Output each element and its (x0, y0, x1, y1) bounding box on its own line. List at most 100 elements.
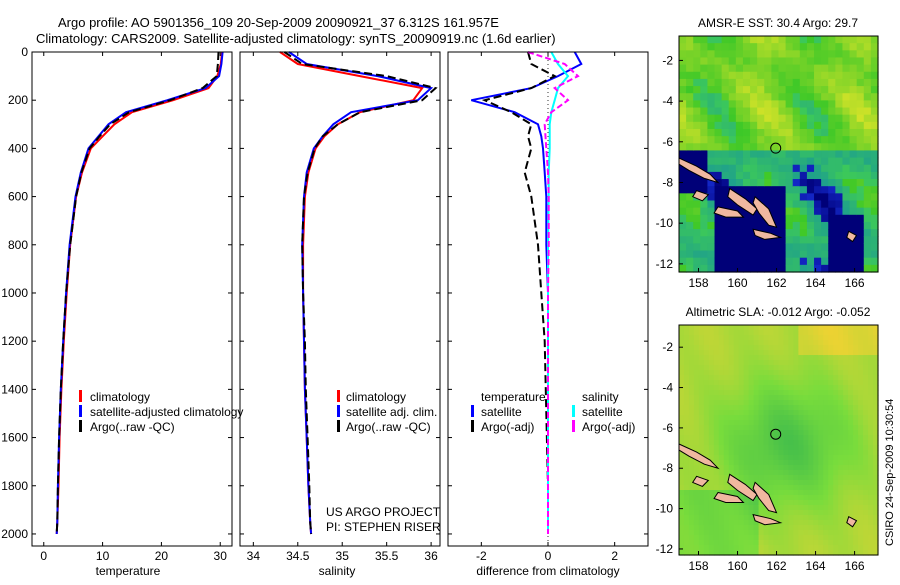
map-cell (813, 535, 819, 541)
map-cell (683, 375, 690, 381)
map-cell (806, 143, 815, 152)
map-cell (738, 495, 745, 501)
map-cell (793, 525, 799, 531)
map-cell (792, 171, 801, 180)
map-cell (693, 405, 700, 411)
map-cell (771, 50, 780, 59)
map-cell (783, 445, 790, 451)
map-cell (870, 50, 879, 59)
map-cell (873, 425, 879, 431)
map-cell (714, 243, 723, 252)
map-cell (785, 150, 794, 159)
map-cell (792, 121, 801, 130)
map-cell (688, 415, 695, 421)
map-cell (714, 264, 723, 273)
map-cell (723, 395, 730, 401)
map-cell (698, 450, 705, 456)
series-line-temperature-satellite (471, 51, 583, 534)
map-cell (873, 535, 879, 541)
map-cell (700, 57, 709, 66)
map-cell (686, 64, 694, 73)
map-cell (843, 440, 849, 446)
map-cell (848, 340, 854, 346)
map-cell (843, 390, 849, 396)
map-cell (723, 470, 730, 476)
map-cell (783, 515, 790, 521)
map-cell (853, 500, 859, 506)
map-cell (713, 540, 720, 546)
map-cell (814, 71, 822, 80)
map-cell (735, 207, 744, 216)
map-cell (700, 214, 709, 223)
map-cell (773, 365, 780, 371)
map-cell (688, 470, 695, 476)
map-cell (835, 243, 844, 252)
map-cell (679, 335, 685, 341)
map-cell (868, 440, 874, 446)
map-cell (835, 200, 844, 209)
map-cell (838, 505, 844, 511)
map-cell (679, 405, 685, 411)
map-cell (858, 360, 864, 366)
map-cell (757, 164, 765, 173)
map-cell (693, 335, 700, 341)
map-cell (835, 257, 844, 266)
legend-label-sal-satellite: satellite (582, 405, 623, 419)
map-cell (679, 500, 685, 506)
map-cell (773, 335, 780, 341)
map-cell (842, 121, 851, 130)
map-cell (763, 470, 770, 476)
map-cell (873, 475, 879, 481)
map-cell (748, 485, 755, 491)
map-cell (768, 435, 775, 441)
map-cell (848, 345, 854, 351)
map-cell (723, 530, 730, 536)
map-cell (849, 200, 858, 209)
map-cell (708, 435, 715, 441)
map-cell (873, 485, 879, 491)
map-cell (723, 525, 730, 531)
map-cell (679, 57, 687, 66)
map-cell (728, 395, 735, 401)
map-cell (686, 200, 694, 209)
map-cell (828, 390, 834, 396)
map-cell (848, 480, 854, 486)
map-cell (783, 495, 790, 501)
series-line-satellite-adj-clim- (288, 51, 434, 535)
map-cell (793, 410, 799, 416)
map-cell (792, 229, 801, 237)
map-cell (843, 395, 849, 401)
map-cell (799, 157, 808, 166)
map-cell (858, 340, 864, 346)
map-cell (698, 445, 705, 451)
map-cell (679, 330, 685, 336)
map-cell (686, 114, 694, 123)
map-cell (708, 545, 715, 551)
map-cell (721, 57, 730, 66)
map-cell (863, 57, 872, 66)
map-cell (778, 440, 785, 446)
map-cell (785, 171, 794, 180)
map-cell (728, 171, 737, 180)
map-cell (750, 257, 758, 266)
map-cell (853, 365, 859, 371)
map-cell (763, 535, 770, 541)
map-cell (792, 186, 801, 194)
map-cell (700, 264, 709, 273)
map-cell (713, 400, 720, 406)
map-cell (707, 100, 716, 109)
map-cell (799, 121, 808, 130)
map-cell (758, 335, 765, 341)
map-cell (733, 515, 740, 521)
map-cell (713, 430, 720, 436)
map-cell (856, 164, 865, 173)
map-cell (792, 100, 801, 109)
map-cell (679, 400, 685, 406)
map-cell (818, 515, 824, 521)
map-cell (873, 360, 879, 366)
map-cell (838, 420, 844, 426)
map-cell (808, 510, 814, 516)
map-cell (714, 78, 723, 87)
map-cell (721, 236, 730, 244)
x-tick-label: 10 (96, 549, 110, 563)
